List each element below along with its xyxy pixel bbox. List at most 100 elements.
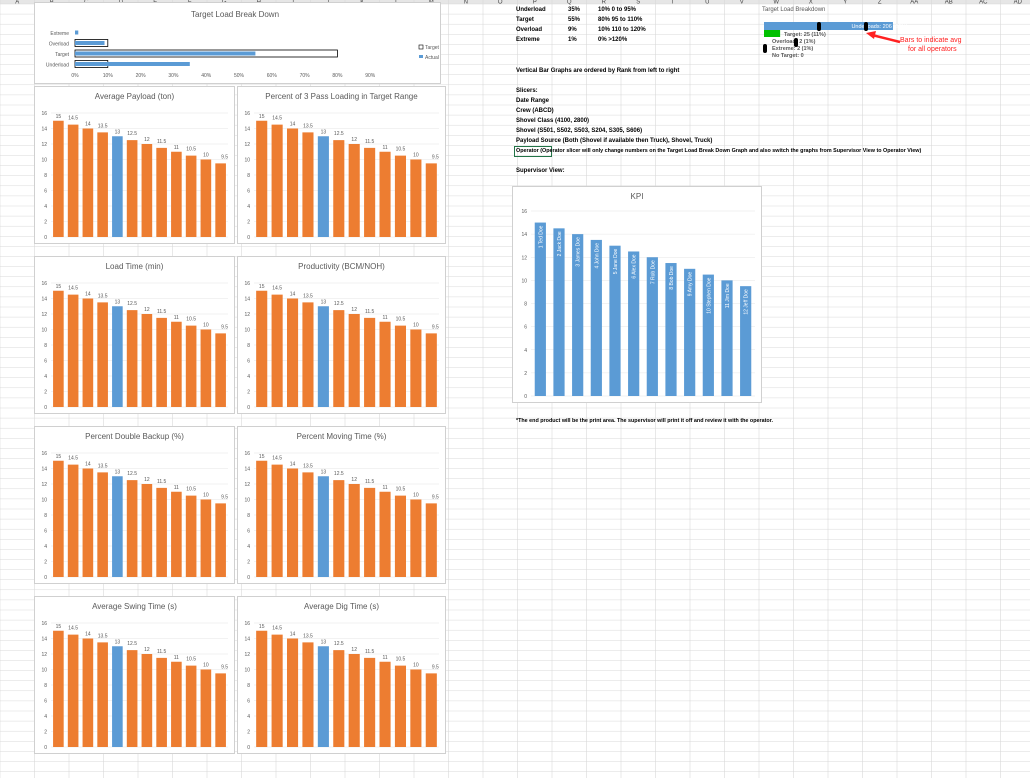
y-tick-label: 4 <box>247 714 250 720</box>
load-row-range: 0% >120% <box>598 37 628 43</box>
bar <box>67 124 79 237</box>
y-tick-label: 16 <box>244 451 250 457</box>
data-label: 12 <box>144 307 150 313</box>
load-time-chart[interactable]: Load Time (min) 0 2 4 6 8 10 12 14 16 15 14.5 14 13.5… <box>34 256 235 414</box>
bar <box>126 310 138 407</box>
data-label: 13 <box>321 129 327 135</box>
bar <box>82 128 94 237</box>
bar <box>271 634 283 747</box>
double-backup-chart[interactable]: Percent Double Backup (%) 0 2 4 6 8 10 12 14 16 15… <box>34 426 235 584</box>
swing-time-chart[interactable]: Average Swing Time (s) 0 2 4 6 8 10 12 14 16 15 14.… <box>34 596 235 754</box>
chart-title: Percent Moving Time (%) <box>297 432 387 441</box>
bar <box>333 140 345 237</box>
y-tick-label: 6 <box>44 359 47 365</box>
data-label: 13.5 <box>303 633 313 639</box>
data-label: 10 <box>413 153 419 159</box>
bar <box>609 245 621 396</box>
category-label: 9 Amy Doe <box>688 272 694 297</box>
data-label: 13 <box>321 299 327 305</box>
y-tick-label: 16 <box>244 281 250 287</box>
legend-actual-swatch <box>419 55 423 58</box>
data-label: 10.5 <box>396 317 406 323</box>
data-label: 10.5 <box>396 147 406 153</box>
column-header-W: W <box>773 0 779 6</box>
chart-title: Average Payload (ton) <box>95 92 175 101</box>
load-row-percent: 55% <box>568 17 581 23</box>
three-pass-loading-chart[interactable]: Percent of 3 Pass Loading in Target Rang… <box>237 86 446 244</box>
category-label: Underload <box>46 63 69 69</box>
bar <box>156 147 167 237</box>
bar <box>171 151 182 237</box>
data-label: 9.5 <box>432 324 439 330</box>
kpi-chart[interactable]: KPI 0 2 4 6 8 10 12 14 16 1 Ted Doe 2 Jack Doe 3 Jam… <box>512 186 762 403</box>
category-label: 7 Rob Doe <box>650 260 656 284</box>
data-label: 14.5 <box>68 626 78 632</box>
category-label: 1 Ted Doe <box>538 225 544 248</box>
productivity-chart[interactable]: Productivity (BCM/NOH) 0 2 4 6 8 10 12 14 16 15 14.… <box>237 256 446 414</box>
data-label: 10 <box>413 493 419 499</box>
bar <box>82 298 94 407</box>
avg-breakdown-chart[interactable]: Target Load Breakdown Underloads: 206 (88… <box>760 4 920 60</box>
data-label: 12.5 <box>334 641 344 647</box>
data-label: 14.5 <box>272 456 282 462</box>
bar <box>53 460 64 577</box>
bar <box>364 317 376 407</box>
bar <box>348 654 360 747</box>
legend-target-swatch <box>418 44 424 50</box>
chart-title: Average Dig Time (s) <box>304 602 379 611</box>
category-label: 12 Jeff Doe <box>744 289 750 315</box>
bar <box>628 251 640 396</box>
y-tick-label: 14 <box>244 127 250 133</box>
bar <box>200 159 212 237</box>
category-label: 5 Jane Doe <box>613 248 619 274</box>
data-label: 10 <box>203 153 209 159</box>
y-tick-label: 2 <box>524 371 527 377</box>
bar <box>141 654 153 747</box>
segment-label: No Target: 0 <box>772 53 804 59</box>
x-tick-label: 20% <box>136 73 147 79</box>
bar <box>302 132 314 237</box>
column-header-N: N <box>464 0 468 6</box>
annotation-line2: for all operators <box>908 46 957 53</box>
data-label: 14 <box>85 632 91 638</box>
chart-title: Percent Double Backup (%) <box>85 432 184 441</box>
y-tick-label: 6 <box>44 699 47 705</box>
data-label: 13.5 <box>303 123 313 129</box>
bar <box>97 642 108 747</box>
bar <box>112 476 123 577</box>
category-label: 3 James Doe <box>576 237 582 267</box>
bar <box>112 306 123 407</box>
slicer-operator: Operator (Operator slicer will only chan… <box>516 148 922 154</box>
target-load-breakdown-chart[interactable]: Target Load Break Down 0% 10% 20% 30% 40% 50% 6… <box>34 2 441 84</box>
data-label: 15 <box>56 284 62 290</box>
bar <box>256 630 268 747</box>
bar <box>256 120 268 237</box>
x-tick-label: 50% <box>234 73 245 79</box>
load-row-range: 80% 95 to 110% <box>598 17 643 23</box>
data-label: 10 <box>203 663 209 669</box>
bar <box>215 503 226 577</box>
category-label: 4 John Doe <box>594 243 600 269</box>
moving-time-chart[interactable]: Percent Moving Time (%) 0 2 4 6 8 10 12 14 16 15 14… <box>237 426 446 584</box>
y-tick-label: 4 <box>247 204 250 210</box>
dig-time-chart[interactable]: Average Dig Time (s) 0 2 4 6 8 10 12 14 16 15 14.5 1… <box>237 596 446 754</box>
y-tick-label: 12 <box>41 312 47 318</box>
column-header-bar <box>0 0 1030 4</box>
bar <box>425 503 437 577</box>
data-label: 11.5 <box>365 649 375 655</box>
data-label: 12 <box>144 647 150 653</box>
bar <box>200 669 212 747</box>
y-tick-label: 6 <box>524 325 527 331</box>
selected-cell[interactable] <box>514 146 552 157</box>
bar <box>67 464 79 577</box>
y-tick-label: 10 <box>41 498 47 504</box>
data-label: 15 <box>259 454 265 460</box>
y-tick-label: 12 <box>521 255 527 261</box>
average-payload-chart[interactable]: Average Payload (ton) 0 2 4 6 8 10 12 14 16 15 14.5… <box>34 86 235 244</box>
y-tick-label: 16 <box>41 451 47 457</box>
bar <box>200 329 212 407</box>
data-label: 12.5 <box>127 301 137 307</box>
bar <box>425 673 437 747</box>
category-label: Overload <box>49 42 70 48</box>
data-label: 13.5 <box>98 293 108 299</box>
